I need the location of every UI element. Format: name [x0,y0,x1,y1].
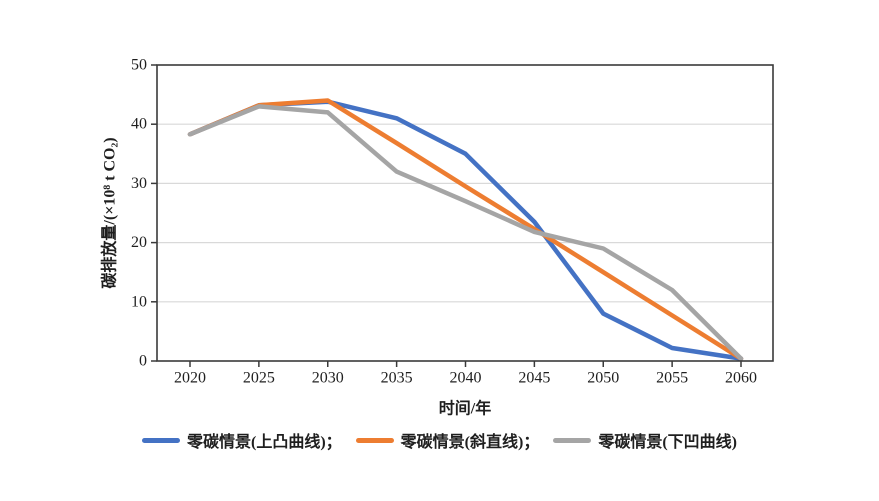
y-tick-label: 40 [131,116,147,133]
axis-tick-marks [151,64,742,367]
x-tick-label: 2020 [174,370,206,387]
y-tick-label: 10 [131,293,147,310]
x-axis-title: 时间/年 [439,399,491,418]
series-line [187,99,744,361]
x-tick-label: 2025 [243,370,275,387]
x-tick-label: 2055 [656,370,688,387]
y-axis-title: 碳排放量/(×10⁸ t CO₂) [100,137,119,288]
legend-line-sample-blue [141,437,180,443]
chart-legend: 零碳情景(上凸曲线)； 零碳情景(斜直线)； 零碳情景(下凹曲线) [0,428,879,452]
y-tick-label: 50 [131,57,147,74]
y-tick-label: 30 [131,175,147,192]
x-tick-label: 2030 [312,370,344,387]
legend-item-straight: 零碳情景(斜直线)； [355,428,540,452]
legend-item-concave: 零碳情景(下凹曲线) [553,428,737,452]
x-tick-label: 2040 [450,370,482,387]
x-tick-label: 2060 [725,370,757,387]
y-tick-label: 0 [139,353,147,370]
series-line [187,104,744,361]
legend-label-convex: 零碳情景(上凸曲线)； [186,434,342,451]
horizontal-gridlines [157,123,773,303]
legend-line-sample-orange [355,437,394,443]
legend-label-straight: 零碳情景(斜直线)； [400,434,540,451]
x-tick-label: 2050 [587,370,619,387]
x-tick-label: 2035 [381,370,413,387]
legend-line-sample-gray [553,437,592,443]
y-tick-label: 20 [131,234,147,251]
series-polylines [187,98,744,361]
x-tick-label: 2045 [518,370,550,387]
series-line [187,98,744,361]
legend-label-concave: 零碳情景(下凹曲线) [598,434,737,451]
legend-item-convex: 零碳情景(上凸曲线)； [141,428,342,452]
